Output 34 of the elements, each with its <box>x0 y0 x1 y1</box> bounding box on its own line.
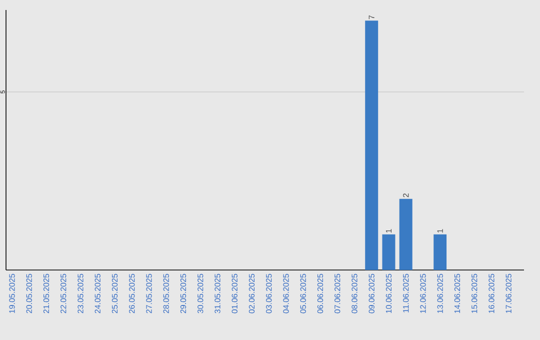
data-label: 1 <box>437 229 443 233</box>
x-tick-label: 02.06.2025 <box>248 274 255 314</box>
x-tick-label: 16.06.2025 <box>488 274 494 313</box>
data-label: 1 <box>386 229 392 233</box>
x-tick-label: 15.06.2025 <box>472 274 478 313</box>
x-tick-label: 04.06.2025 <box>283 274 289 314</box>
x-tick-label: 11.06.2025 <box>403 274 409 312</box>
x-tick-label: 26.05.2025 <box>129 274 135 314</box>
data-label: 7 <box>368 15 374 20</box>
x-tick-label: 25.05.2025 <box>112 274 118 314</box>
x-tick-label: 13.06.2025 <box>437 274 443 313</box>
data-label: 2 <box>403 194 409 198</box>
x-tick-label: 24.05.2025 <box>94 274 100 314</box>
x-tick-label: 10.06.2025 <box>386 274 392 313</box>
x-tick-label: 09.06.2025 <box>368 274 374 314</box>
x-tick-label: 05.06.2025 <box>300 274 306 314</box>
x-tick-label: 23.05.2025 <box>78 274 84 314</box>
x-tick-label: 06.06.2025 <box>317 274 324 314</box>
x-tick-label: 28.05.2025 <box>163 274 169 314</box>
x-tick-label: 12.06.2025 <box>420 274 426 313</box>
x-tick-label: 08.06.2025 <box>352 274 358 314</box>
x-tick-label: 29.05.2025 <box>180 274 186 314</box>
x-tick-label: 22.05.2025 <box>60 274 66 314</box>
x-tick-label: 19.05.2025 <box>9 274 15 313</box>
x-tick-label: 14.06.2025 <box>454 274 460 313</box>
x-tick-label: 03.06.2025 <box>266 274 272 314</box>
x-tick-label: 17.06.2025 <box>506 274 512 313</box>
x-tick-label: 30.05.2025 <box>198 274 204 314</box>
x-tick-label: 20.05.2025 <box>26 274 32 314</box>
x-tick-label: 07.06.2025 <box>334 274 340 314</box>
x-tick-label: 01.06.2025 <box>232 274 238 314</box>
x-tick-label: 27.05.2025 <box>146 274 152 314</box>
x-tick-label: 21.05.2025 <box>43 274 50 314</box>
x-tick-label: 31.05.2025 <box>214 274 220 314</box>
